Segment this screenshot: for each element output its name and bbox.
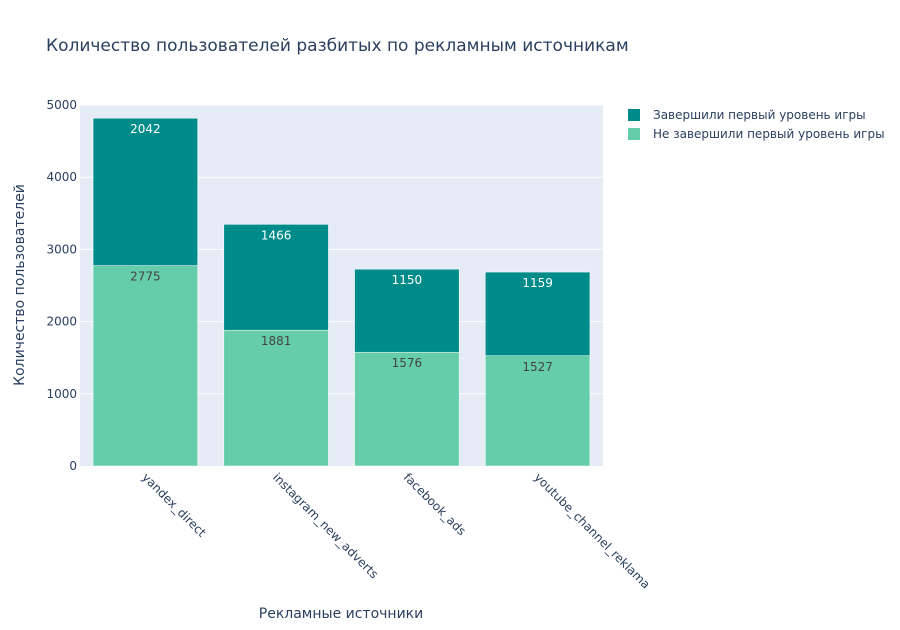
chart-title: Количество пользователей разбитых по рек… (46, 36, 629, 56)
legend-swatch (628, 128, 640, 140)
data-label: 1150 (392, 273, 423, 287)
x-tick-label: youtube_channel_reklama (532, 470, 653, 591)
bar-segment (223, 224, 329, 331)
x-axis-ticks: yandex_direct instagram_new_adverts facebo… (139, 470, 653, 591)
bar-segment (92, 265, 198, 467)
bar-segment (354, 268, 460, 353)
y-tick-label: 5000 (46, 98, 77, 112)
x-axis-title: Рекламные источники (259, 606, 423, 622)
legend: Завершили первый уровень игры Не завершил… (628, 108, 885, 141)
bar-segment (354, 351, 460, 467)
y-tick-label: 4000 (46, 170, 77, 184)
x-tick-label: instagram_new_adverts (270, 470, 381, 581)
bar-segment (92, 117, 198, 266)
bars (92, 117, 591, 467)
legend-item-label: Завершили первый уровень игры (653, 108, 866, 122)
y-axis-title: Количество пользователей (12, 184, 28, 386)
data-label: 2042 (130, 122, 161, 136)
bar-segment (223, 329, 329, 467)
data-labels: 2775 2042 1881 1466 1576 1150 1527 1159 (130, 122, 553, 374)
y-tick-label: 0 (69, 459, 77, 473)
data-label: 1466 (261, 228, 292, 242)
legend-item-label: Не завершили первый уровень игры (653, 127, 885, 141)
data-label: 1881 (261, 334, 292, 348)
data-label: 2775 (130, 270, 161, 284)
y-tick-label: 2000 (46, 315, 77, 329)
data-label: 1527 (522, 360, 553, 374)
y-axis-ticks: 0 1000 2000 3000 4000 5000 (46, 98, 77, 473)
x-tick-label: facebook_ads (401, 470, 469, 538)
y-tick-label: 1000 (46, 387, 77, 401)
data-label: 1159 (522, 276, 553, 290)
legend-swatch (628, 109, 640, 121)
x-tick-label: yandex_direct (139, 470, 209, 540)
y-tick-label: 3000 (46, 242, 77, 256)
bar-segment (485, 271, 591, 357)
data-label: 1576 (392, 356, 423, 370)
